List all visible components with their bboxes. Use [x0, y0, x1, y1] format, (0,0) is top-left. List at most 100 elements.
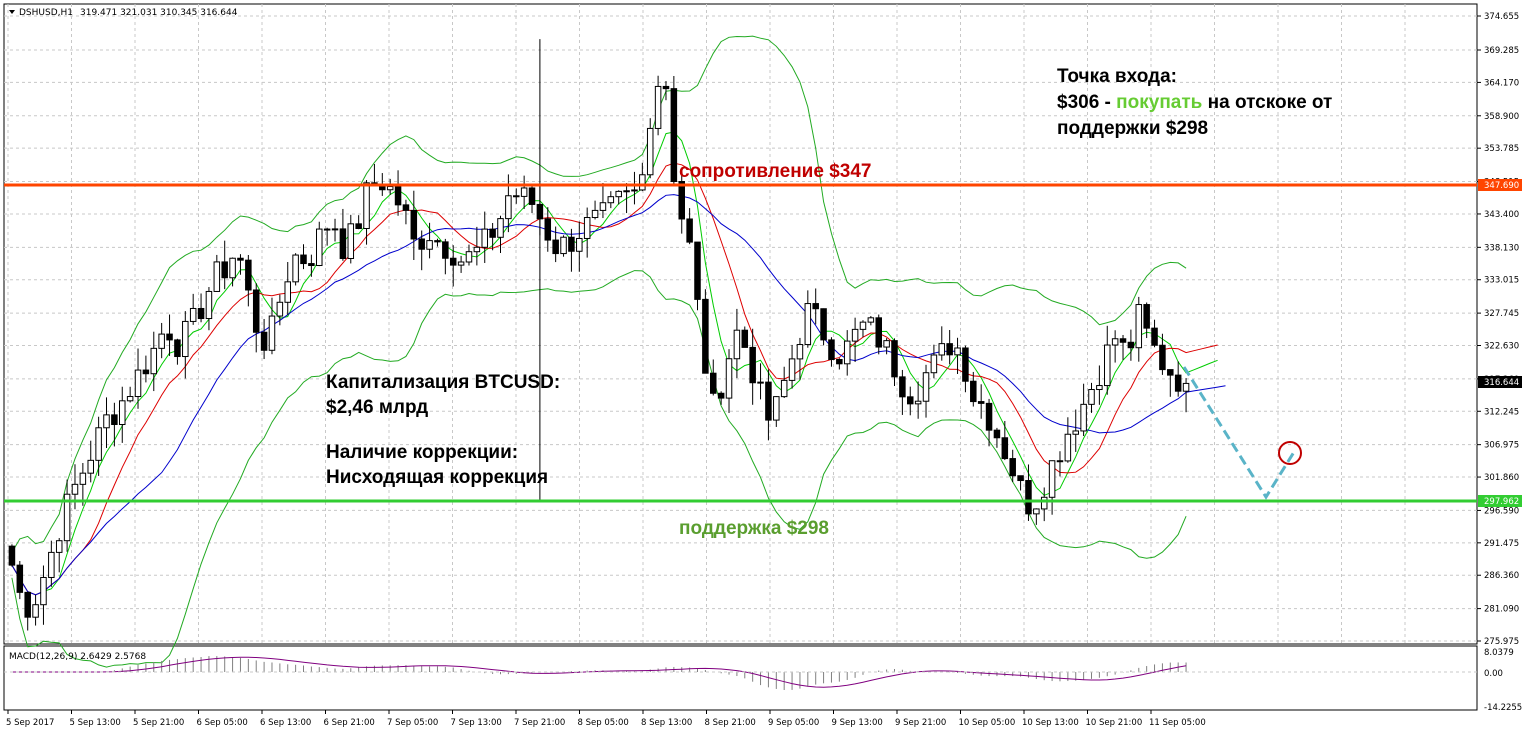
- candle-body: [1072, 430, 1079, 435]
- candle-body: [1143, 304, 1150, 329]
- candle-body: [300, 254, 307, 265]
- candle-body: [63, 493, 71, 542]
- candle-body: [489, 228, 496, 238]
- candle-body: [347, 223, 355, 259]
- macd-tick-top: 8.0379: [1484, 648, 1514, 658]
- candle-body: [765, 381, 772, 421]
- correction-value: Нисходящая коррекция: [326, 467, 548, 488]
- candle-body: [654, 85, 662, 129]
- resistance-price-badge: 347.690: [1478, 179, 1522, 191]
- candle-body: [773, 396, 780, 421]
- candle-body: [292, 254, 299, 283]
- candle-body: [812, 303, 819, 310]
- candle-body: [1040, 496, 1048, 510]
- candle-body: [126, 396, 134, 402]
- entry-line-3: поддержки $298: [1057, 118, 1208, 139]
- candle-body: [245, 259, 252, 291]
- grid: [4, 4, 1477, 644]
- candle-body: [520, 187, 528, 197]
- candle-body: [229, 257, 236, 279]
- candle-body: [899, 376, 906, 398]
- candle-body: [1119, 338, 1127, 343]
- candle-body: [457, 261, 465, 266]
- candle-body: [16, 564, 24, 593]
- ma-mid-line: [11, 162, 1218, 596]
- candle-body: [938, 343, 946, 356]
- candle-body: [150, 347, 158, 375]
- price-tick-label: 286.360: [1484, 571, 1519, 581]
- price-tick-label: 281.090: [1484, 605, 1519, 615]
- macd-label: MACD(12,26,9) 2.6429 2.5768: [9, 652, 146, 662]
- candle-body: [1080, 403, 1087, 432]
- candle-body: [954, 347, 961, 356]
- price-tick-label: 327.745: [1484, 309, 1519, 319]
- candle-body: [796, 344, 804, 360]
- bollinger-upper-line: [11, 35, 1187, 553]
- candle-body: [962, 347, 969, 382]
- candle-body: [843, 340, 851, 365]
- candle-body: [1064, 433, 1072, 462]
- macd-histogram: [4, 656, 1477, 690]
- candle-body: [639, 174, 646, 191]
- macd-signal-line: [11, 656, 1187, 688]
- candle-body: [1174, 374, 1182, 392]
- candle-body: [544, 218, 552, 241]
- price-axis: 374.655369.285364.170358.900353.785348.5…: [1477, 12, 1519, 647]
- price-tick-label: 296.590: [1484, 506, 1519, 516]
- candle-body: [363, 182, 370, 230]
- entry-rest-text: на отскоке от: [1202, 92, 1332, 113]
- candle-body: [836, 358, 843, 365]
- candle-body: [465, 251, 473, 263]
- time-tick-label: 5 Sep 2017: [6, 718, 54, 728]
- time-tick-label: 10 Sep 21:00: [1086, 718, 1143, 728]
- candle-body: [678, 181, 685, 220]
- candle-body: [260, 331, 268, 351]
- candle-body: [930, 354, 938, 374]
- entry-title: Точка входа:: [1057, 66, 1177, 87]
- entry-marker-circle: [1278, 441, 1302, 465]
- candle-body: [386, 186, 394, 191]
- macd-tick-zero: 0.00: [1484, 669, 1503, 679]
- candle-body: [95, 427, 102, 461]
- price-tick-label: 374.655: [1484, 12, 1519, 22]
- candle-body: [134, 369, 142, 398]
- candle-body: [426, 240, 433, 250]
- candle-body: [694, 241, 701, 300]
- candle-body: [591, 209, 599, 219]
- svg-text:316.644: 316.644: [1484, 378, 1519, 388]
- candle-body: [513, 195, 520, 198]
- candle-body: [442, 241, 449, 259]
- candle-body: [237, 257, 244, 261]
- time-tick-label: 7 Sep 21:00: [514, 718, 565, 728]
- candle-body: [851, 328, 859, 342]
- price-tick-label: 301.860: [1484, 473, 1519, 483]
- candle-body: [615, 190, 622, 198]
- ma-fast-line: [11, 131, 1218, 596]
- candle-body: [339, 228, 347, 259]
- candle-body: [1111, 338, 1119, 346]
- price-tick-label: 364.170: [1484, 78, 1519, 88]
- candle-body: [757, 381, 764, 384]
- ohlc-values: 319.471 321.031 310.345 316.644: [80, 8, 238, 18]
- time-axis: 5 Sep 2017 5 Sep 13:00 5 Sep 21:00 6 Sep 05…: [6, 710, 1206, 728]
- dropdown-arrow-icon[interactable]: [9, 10, 15, 14]
- candle-body: [1033, 508, 1040, 515]
- candle-body: [1135, 304, 1143, 349]
- capitalization-title: Капитализация BTCUSD:: [326, 372, 560, 393]
- price-tick-label: 343.400: [1484, 210, 1519, 220]
- candle-body: [970, 380, 977, 403]
- candle-body: [418, 238, 425, 250]
- candle-body: [473, 246, 481, 253]
- candle-body: [1001, 437, 1009, 460]
- entry-price-text: $306 -: [1057, 92, 1116, 113]
- candle-body: [1159, 344, 1166, 371]
- candle-body: [914, 400, 922, 405]
- candle-body: [1127, 341, 1135, 349]
- candle-body: [583, 217, 591, 239]
- candle-body: [907, 396, 914, 405]
- time-tick-label: 10 Sep 05:00: [959, 718, 1016, 728]
- time-tick-label: 6 Sep 05:00: [197, 718, 248, 728]
- candle-body: [276, 301, 284, 317]
- candle-body: [1025, 480, 1032, 515]
- candle-body: [528, 187, 536, 205]
